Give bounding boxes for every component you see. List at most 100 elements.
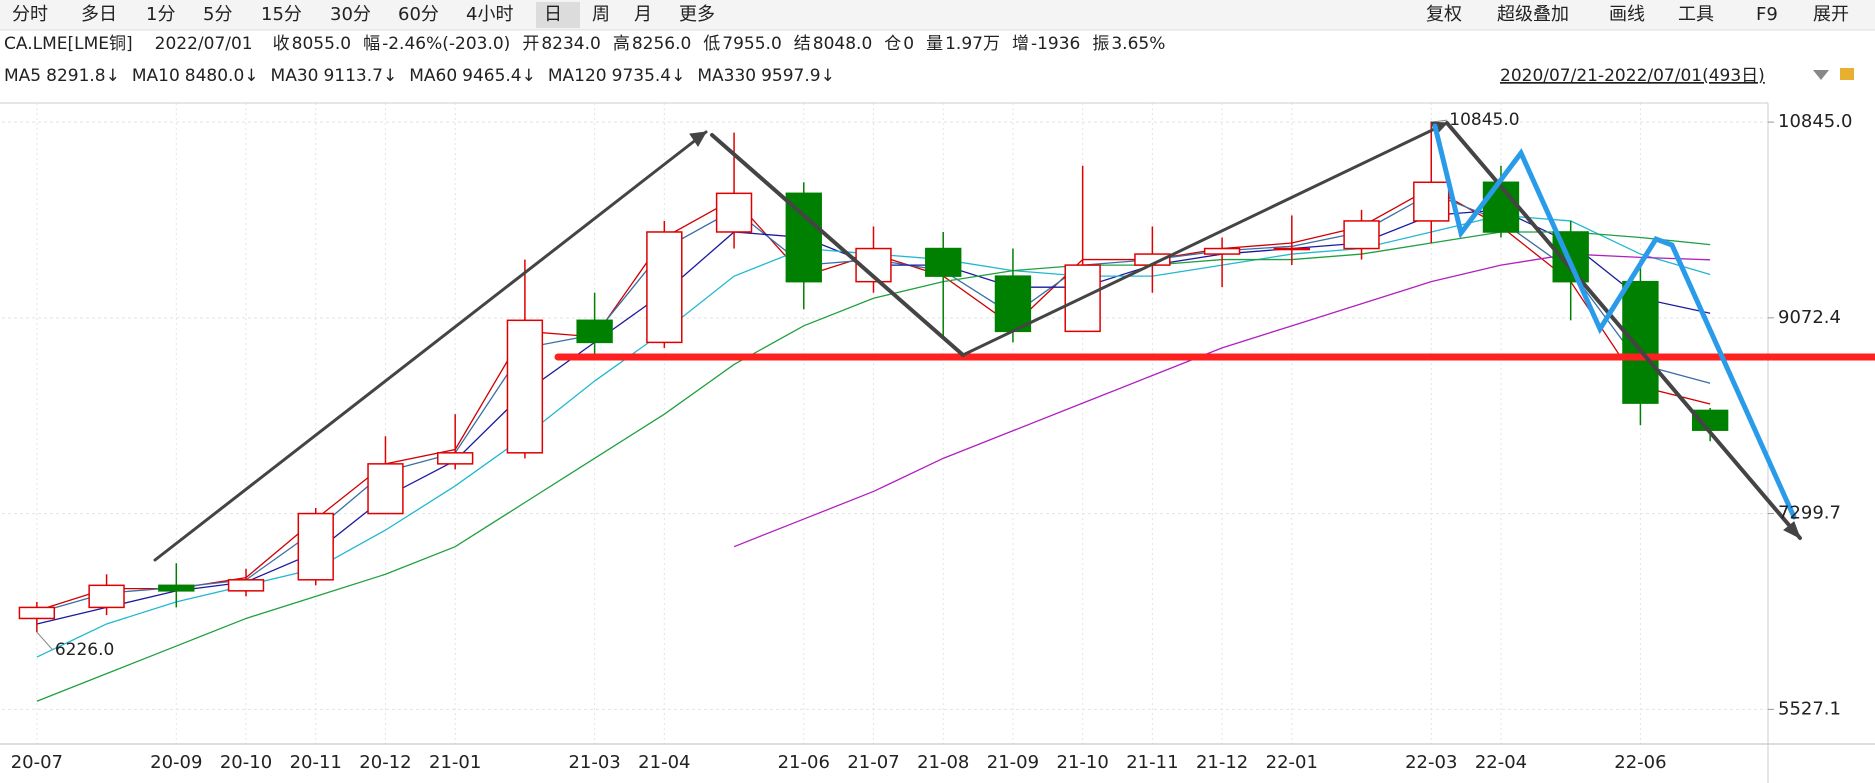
- x-tick-label: 20-07: [11, 752, 63, 773]
- field-label: 低: [703, 34, 720, 54]
- toolbar-button[interactable]: 画线: [1609, 4, 1645, 25]
- x-tick-label: 20-11: [290, 752, 342, 773]
- field-label: 结: [794, 34, 811, 54]
- field-value: -1936: [1031, 34, 1080, 54]
- tab[interactable]: 5分: [203, 4, 232, 25]
- tab[interactable]: 分时: [12, 4, 48, 25]
- legend-name: MA330: [697, 66, 756, 86]
- x-tick-label: 21-06: [778, 752, 830, 773]
- toolbar-button[interactable]: F9: [1756, 4, 1778, 25]
- candle-body: [437, 452, 474, 465]
- x-tick-label: 21-09: [987, 752, 1039, 773]
- candle-body: [1203, 247, 1241, 255]
- candle-body: [158, 584, 195, 592]
- tab[interactable]: 4小时: [466, 4, 513, 25]
- tab[interactable]: 更多: [679, 4, 715, 25]
- x-tick-label: 22-04: [1475, 752, 1527, 773]
- candle-body: [785, 192, 822, 283]
- tab[interactable]: 周: [592, 4, 610, 25]
- legend-name: MA60: [409, 66, 457, 86]
- tab[interactable]: 月: [634, 4, 652, 25]
- field-label: 量: [926, 34, 943, 54]
- candle-body: [1343, 220, 1380, 250]
- x-tick-label: 20-10: [220, 752, 272, 773]
- legend-name: MA120: [548, 66, 607, 86]
- tab[interactable]: 多日: [81, 4, 117, 25]
- legend-name: MA10: [132, 66, 180, 86]
- candle-body: [646, 231, 683, 344]
- x-tick-label: 21-10: [1057, 752, 1109, 773]
- toolbar-button[interactable]: 复权: [1426, 4, 1462, 25]
- legend-value: 9597.9↓: [761, 66, 835, 86]
- tab[interactable]: 60分: [398, 4, 439, 25]
- candle-body: [18, 606, 56, 620]
- legend-value: 9113.7↓: [323, 66, 397, 86]
- ma-line: [36, 231, 1711, 702]
- x-tick-label: 21-01: [429, 752, 481, 773]
- trend-line: [710, 133, 965, 357]
- y-tick-label: 5527.1: [1778, 698, 1841, 719]
- x-tick-label: 22-06: [1614, 752, 1666, 773]
- candle-body: [227, 579, 265, 592]
- tab[interactable]: 15分: [261, 4, 302, 25]
- legend-value: 8480.0↓: [185, 66, 259, 86]
- candle-body: [576, 319, 613, 344]
- field-value: -2.46%(-203.0): [382, 34, 510, 54]
- field-label: 增: [1012, 34, 1029, 54]
- candle-body: [1273, 247, 1311, 251]
- symbol: CA.LME[LME铜]: [4, 34, 133, 54]
- x-tick-label: 21-03: [568, 752, 620, 773]
- plot: [2, 103, 1768, 744]
- candle-body: [1413, 181, 1450, 222]
- date: 2022/07/01: [155, 34, 253, 54]
- legend-value: 9465.4↓: [462, 66, 536, 86]
- annotation: 10845.0: [1449, 110, 1519, 130]
- candle-body: [715, 192, 753, 233]
- candle-body: [88, 584, 125, 609]
- field-label: 振: [1092, 34, 1109, 54]
- field-value: 8234.0: [541, 34, 600, 54]
- field-label: 仓: [884, 34, 901, 54]
- tab[interactable]: 1分: [146, 4, 175, 25]
- drawings: [153, 121, 1875, 562]
- y-tick-label: 7299.7: [1778, 503, 1841, 524]
- dropdown-arrow[interactable]: [1813, 70, 1829, 80]
- tab[interactable]: 日: [544, 4, 562, 25]
- field-label: 幅: [363, 34, 380, 54]
- annotation: 6226.0: [55, 640, 114, 660]
- x-tick-label: 21-11: [1126, 752, 1178, 773]
- annotation-leader: [36, 631, 54, 651]
- field-value: 7955.0: [722, 34, 781, 54]
- legend-name: MA5: [4, 66, 41, 86]
- x-tick-label: 20-09: [150, 752, 202, 773]
- trend-line: [961, 121, 1449, 357]
- toolbar-button[interactable]: 展开: [1813, 4, 1849, 25]
- toolbar-button[interactable]: 工具: [1678, 4, 1714, 25]
- x-tick-label: 22-03: [1405, 752, 1457, 773]
- candle-body: [925, 247, 962, 277]
- x-tick-label: 22-01: [1266, 752, 1318, 773]
- tab-highlight: [536, 2, 580, 28]
- field-value: 0: [903, 34, 914, 54]
- candle-body: [297, 512, 334, 581]
- toolbar-bg: [0, 0, 1875, 30]
- wave-line: [1432, 123, 1797, 520]
- date-range: 2020/07/21-2022/07/01(493日): [1500, 66, 1765, 86]
- candle-body: [994, 275, 1032, 333]
- candle-body: [1482, 181, 1520, 233]
- tab[interactable]: 30分: [330, 4, 371, 25]
- x-tick-label: 21-12: [1196, 752, 1248, 773]
- x-tick-label: 21-07: [847, 752, 899, 773]
- trend-line: [1445, 121, 1802, 540]
- field-value: 1.97万: [945, 34, 1000, 54]
- x-tick-label: 21-04: [638, 752, 690, 773]
- field-label: 开: [522, 34, 539, 54]
- candle-body: [1622, 280, 1659, 404]
- toolbar-button[interactable]: 超级叠加: [1497, 4, 1569, 25]
- candle-body: [367, 463, 404, 515]
- ma-line: [733, 253, 1711, 548]
- trend-line: [153, 130, 708, 562]
- lock-icon[interactable]: [1840, 68, 1854, 80]
- field-value: 3.65%: [1111, 34, 1165, 54]
- legend-value: 9735.4↓: [612, 66, 686, 86]
